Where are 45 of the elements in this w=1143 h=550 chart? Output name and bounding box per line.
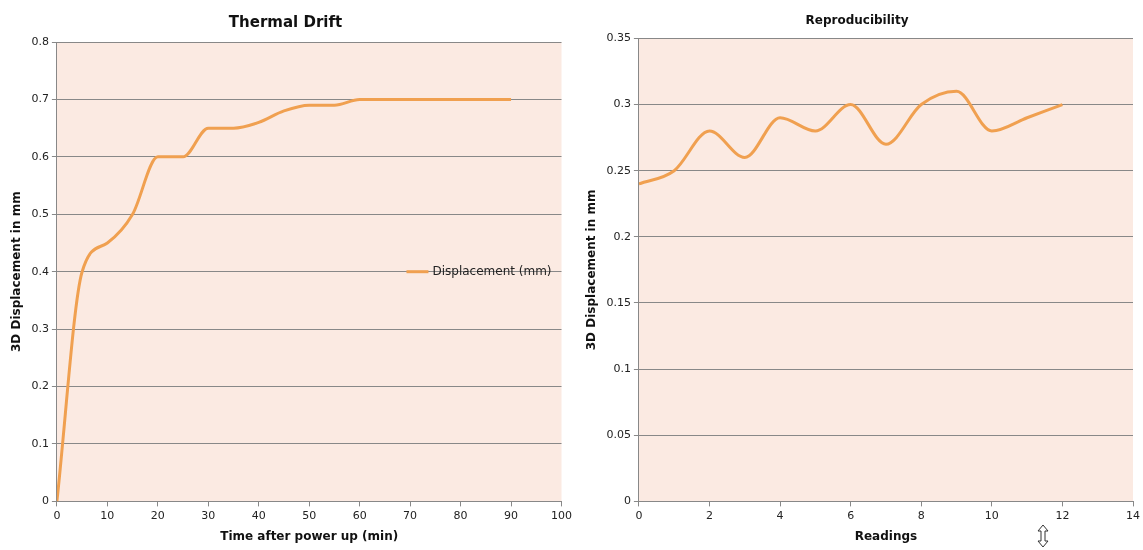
y-tick-label: 0	[41, 494, 49, 508]
x-tick-label: 14	[1126, 508, 1140, 522]
x-tick-label: 100	[551, 508, 572, 522]
y-tick-label: 0.05	[606, 428, 631, 442]
y-tick-label: 0.1	[613, 361, 631, 375]
x-tick-label: 50	[302, 508, 317, 522]
x-tick-label: 12	[1055, 508, 1070, 522]
chart-title: Thermal Drift	[228, 12, 343, 31]
y-axis-title: 3D Displacement in mm	[9, 191, 24, 353]
x-tick-label: 70	[403, 508, 418, 522]
y-tick-label: 0.2	[613, 229, 631, 243]
x-tick-label: 40	[251, 508, 266, 522]
x-tick-label: 10	[100, 508, 115, 522]
line-series	[56, 97, 513, 502]
x-tick-label: 60	[352, 508, 367, 522]
y-tick-label: 0.3	[31, 321, 49, 335]
y-tick-label: 0.1	[31, 436, 49, 450]
x-tick-label: 8	[917, 508, 925, 522]
x-axis-title: Time after power up (min)	[220, 528, 399, 543]
x-tick-label: 2	[705, 508, 713, 522]
x-tick-label: 30	[201, 508, 216, 522]
y-tick-label: 0.6	[31, 149, 49, 163]
x-tick-label: 90	[504, 508, 519, 522]
y-tick-label: 0.8	[31, 34, 49, 48]
x-tick-label: 80	[453, 508, 468, 522]
x-tick-label: 20	[150, 508, 165, 522]
y-tick-label: 0.4	[31, 264, 49, 278]
y-tick-label: 0.35	[606, 31, 631, 45]
line-series	[638, 89, 1064, 186]
y-tick-label: 0.15	[606, 295, 631, 309]
y-tick-label: 0.2	[31, 379, 49, 393]
y-tick-label: 0.3	[613, 97, 631, 111]
x-axis-title: Readings	[854, 528, 918, 543]
x-tick-label: 10	[984, 508, 999, 522]
x-tick-label: 4	[776, 508, 784, 522]
x-tick-label: 0	[635, 508, 643, 522]
y-axis-title: 3D Displacement in mm	[584, 189, 599, 351]
x-tick-label: 0	[53, 508, 61, 522]
chart-title: Reproducibility	[805, 13, 909, 28]
y-tick-label: 0.5	[31, 207, 49, 221]
y-tick-label: 0.25	[606, 163, 631, 177]
legend-label: Displacement (mm)	[432, 263, 552, 278]
x-tick-label: 6	[847, 508, 855, 522]
y-tick-label: 0	[623, 494, 631, 508]
y-tick-label: 0.7	[31, 92, 49, 106]
